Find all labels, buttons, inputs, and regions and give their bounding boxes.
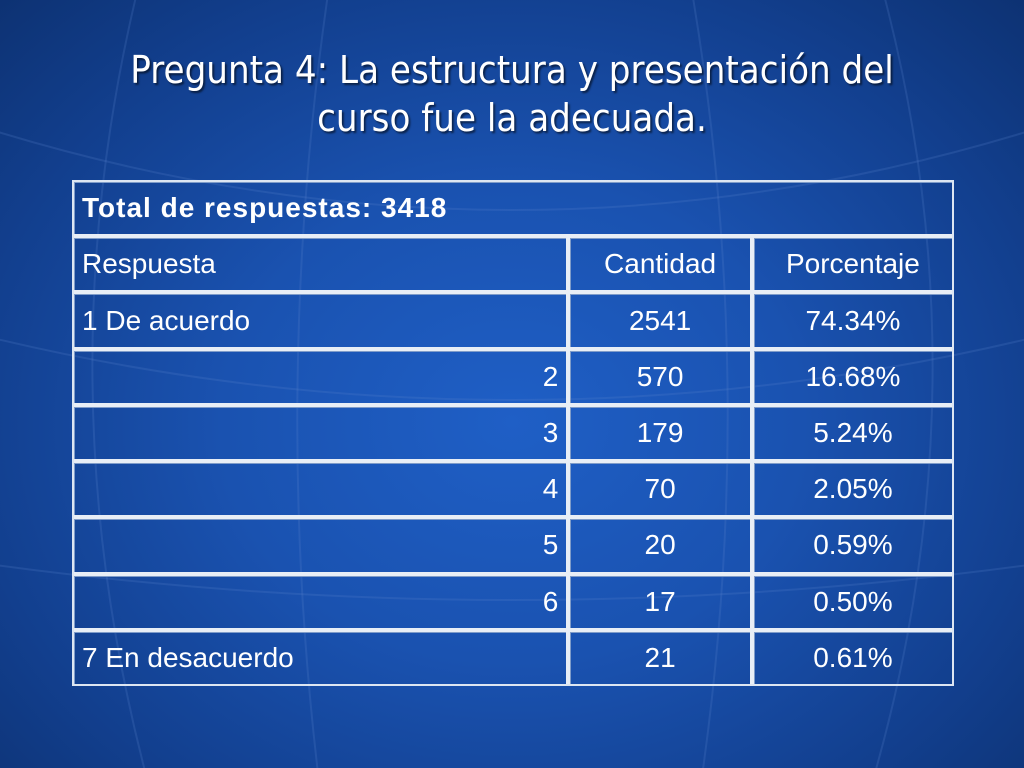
respuesta-cell: 7 En desacuerdo (74, 631, 571, 684)
respuesta-cell: 3 (74, 406, 571, 464)
table-row: 3 179 5.24% (74, 406, 952, 464)
respuesta-cell: 2 (74, 350, 571, 407)
table-header-row: Respuesta Cantidad Porcentaje (74, 238, 952, 295)
cantidad-cell: 70 (570, 463, 754, 520)
responses-table: Total de respuestas: 3418 Respuesta Cant… (72, 180, 954, 686)
slide-title-line-1: Pregunta 4: La estructura y presentación… (130, 48, 894, 92)
porcentaje-cell: 16.68% (753, 351, 952, 407)
cantidad-cell: 570 (570, 350, 754, 407)
table-row: 7 En desacuerdo 21 0.61% (74, 631, 952, 684)
porcentaje-cell: 0.61% (754, 632, 952, 684)
respuesta-cell: 5 (74, 519, 571, 576)
respuesta-cell: 4 (74, 463, 571, 520)
respuesta-cell: 6 (74, 575, 571, 632)
cantidad-cell: 17 (570, 575, 754, 632)
table-row: 5 20 0.59% (74, 519, 952, 576)
porcentaje-cell: 5.24% (753, 407, 952, 464)
cantidad-cell: 21 (570, 631, 754, 684)
table-row: 6 17 0.50% (74, 575, 952, 632)
porcentaje-cell: 0.59% (753, 519, 952, 576)
cantidad-cell: 20 (570, 519, 754, 576)
table-total-row: Total de respuestas: 3418 (74, 182, 952, 239)
table-row: 2 570 16.68% (74, 350, 952, 407)
header-porcentaje: Porcentaje (753, 238, 952, 295)
table-row: 4 70 2.05% (74, 463, 952, 520)
cantidad-cell: 2541 (570, 294, 754, 351)
respuesta-cell: 1 De acuerdo (74, 294, 571, 351)
table-row: 1 De acuerdo 2541 74.34% (74, 294, 952, 351)
slide-title-line-2: curso fue la adecuada. (317, 96, 707, 140)
porcentaje-cell: 0.50% (753, 576, 952, 632)
slide-title: Pregunta 4: La estructura y presentación… (87, 46, 937, 142)
porcentaje-cell: 2.05% (753, 463, 952, 520)
porcentaje-cell: 74.34% (753, 294, 952, 351)
header-cantidad: Cantidad (570, 238, 754, 295)
cantidad-cell: 179 (570, 406, 754, 464)
total-responses-cell: Total de respuestas: 3418 (74, 182, 952, 239)
header-respuesta: Respuesta (74, 238, 571, 295)
